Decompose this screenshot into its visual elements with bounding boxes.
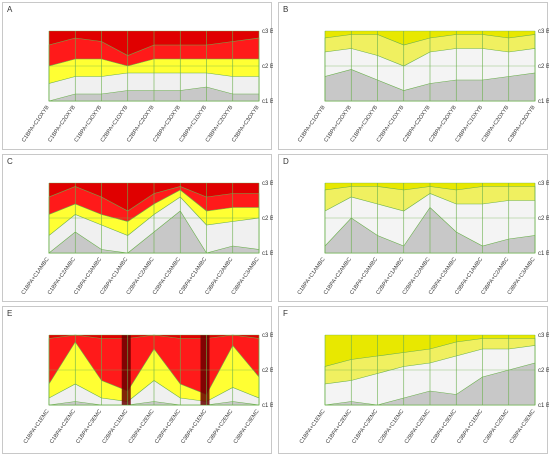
x-tick-label: C2BPA+C3EMC	[154, 409, 182, 445]
x-tick-label: C1BPA+C3AMBC	[73, 257, 103, 296]
x-tick-label: C2BPA+C2AMBC	[402, 257, 432, 296]
x-tick-label: C1BPA+C3OXYB	[349, 104, 379, 143]
x-tick-label: C3BPA+C3EMC	[509, 409, 537, 445]
x-tick-label: C2BPA+C2OXYB	[402, 104, 432, 143]
chart-d: c1 BPF c2 BPF c3 BPF C1BPA+C1AMBCC1BPA+C2AM…	[297, 181, 549, 296]
x-tick-label: C3BPA+C1OXYB	[454, 104, 484, 143]
x-tick-label: C3BPA+C2EMC	[482, 409, 510, 445]
x-tick-label: C1BPA+C2EMC	[49, 409, 77, 445]
y-tick-label: c1 BPF	[538, 99, 549, 105]
y-tick-label: c3 BPS	[262, 181, 273, 187]
x-tick-label: C1BPA+C2OXYB	[47, 104, 77, 143]
x-tick-label: C2BPA+C1EMC	[101, 409, 129, 445]
panel-label: A	[7, 5, 13, 14]
x-tick-label: C2BPA+C3EMC	[430, 409, 458, 445]
panel-d: D c1 BPF c2 BPF c3 BPF C1BPA+C1AMBCC1BPA+C2…	[278, 154, 549, 302]
x-tick-label: C2BPA+C3OXYB	[152, 104, 182, 143]
y-tick-label: c1 BPF	[538, 403, 549, 409]
x-tick-label: C2BPA+C1AMBC	[99, 257, 129, 296]
x-tick-label: C2BPA+C3OXYB	[428, 104, 458, 143]
y-tick-label: c2 BPS	[262, 64, 273, 70]
panel-label: F	[283, 309, 288, 318]
panel-label: E	[7, 309, 13, 318]
y-tick-label: c2 BPF	[538, 368, 549, 374]
x-tick-label: C3BPA+C1OXYB	[178, 104, 208, 143]
x-tick-label: C1BPA+C2AMBC	[47, 257, 77, 296]
x-tick-label: C2BPA+C2AMBC	[126, 257, 156, 296]
x-tick-label: C1BPA+C2OXYB	[323, 104, 353, 143]
x-tick-label: C2BPA+C2EMC	[128, 409, 156, 445]
x-tick-label: C3BPA+C1EMC	[180, 409, 208, 445]
y-tick-label: c3 BPF	[538, 181, 549, 187]
x-tick-label: C3BPA+C3OXYB	[507, 104, 537, 143]
x-tick-label: C1BPA+C2EMC	[325, 409, 353, 445]
x-tick-label: C1BPA+C1EMC	[299, 409, 327, 445]
panel-a: A c1 BPS c2 BPS c3 BPS C1BPA+C1OXYBC1BPA+C2…	[2, 2, 273, 150]
x-tick-label: C3BPA+C3OXYB	[231, 104, 261, 143]
x-tick-label: C3BPA+C2EMC	[206, 409, 234, 445]
x-tick-label: C3BPA+C2OXYB	[205, 104, 235, 143]
panel-f: F c1 BPF c2 BPF c3 BPF C1BPA+C1EMCC1BPA+C2E…	[278, 306, 549, 454]
x-tick-label: C3BPA+C2AMBC	[480, 257, 510, 296]
x-tick-label: C1BPA+C3AMBC	[349, 257, 379, 296]
panel-e: E c1 BPS c2 BPS c3 BPS C1BPA+C1EMCC1BPA+C2E…	[2, 306, 273, 454]
x-tick-label: C2BPA+C3AMBC	[428, 257, 458, 296]
x-tick-label: C1BPA+C1EMC	[23, 409, 51, 445]
x-tick-label: C3BPA+C3EMC	[233, 409, 261, 445]
y-tick-label: c3 BPS	[262, 333, 273, 339]
y-tick-label: c3 BPF	[538, 333, 549, 339]
x-tick-label: C1BPA+C3OXYB	[73, 104, 103, 143]
x-tick-label: C2BPA+C1OXYB	[376, 104, 406, 143]
chart-b: c1 BPF c2 BPF c3 BPF C1BPA+C1OXYBC1BPA+C2OX…	[297, 29, 549, 143]
x-tick-label: C1BPA+C3EMC	[75, 409, 103, 445]
panel-b: B c1 BPF c2 BPF c3 BPF C1BPA+C1OXYBC1BPA+C2…	[278, 2, 549, 150]
chart-f: c1 BPF c2 BPF c3 BPF C1BPA+C1EMCC1BPA+C2EMC…	[299, 333, 549, 445]
x-tick-label: C3BPA+C2OXYB	[481, 104, 511, 143]
x-tick-label: C3BPA+C1AMBC	[454, 257, 484, 296]
x-tick-label: C3BPA+C3AMBC	[231, 257, 261, 296]
y-tick-label: c2 BPS	[262, 368, 273, 374]
x-tick-label: C1BPA+C2AMBC	[323, 257, 353, 296]
x-tick-label: C1BPA+C1OXYB	[297, 104, 327, 143]
x-tick-label: C2BPA+C3AMBC	[152, 257, 182, 296]
panel-c: C c1 BPS c2 BPS c3 BPS C1BPA+C1AMBCC1BPA+C2…	[2, 154, 273, 302]
panel-label: D	[283, 157, 289, 166]
chart-c: c1 BPS c2 BPS c3 BPS C1BPA+C1AMBCC1BPA+C2AM…	[21, 181, 273, 296]
panel-label: C	[7, 157, 13, 166]
x-tick-label: C3BPA+C3AMBC	[507, 257, 537, 296]
y-tick-label: c2 BPS	[262, 216, 273, 222]
x-tick-label: C3BPA+C2AMBC	[204, 257, 234, 296]
y-tick-label: c1 BPS	[262, 403, 273, 409]
x-tick-label: C3BPA+C1AMBC	[178, 257, 208, 296]
y-tick-label: c2 BPF	[538, 216, 549, 222]
x-tick-label: C2BPA+C1OXYB	[100, 104, 130, 143]
x-tick-label: C1BPA+C1OXYB	[21, 104, 51, 143]
chart-e: c1 BPS c2 BPS c3 BPS C1BPA+C1EMCC1BPA+C2EMC…	[23, 333, 273, 445]
y-tick-label: c3 BPS	[262, 29, 273, 35]
panel-label: B	[283, 5, 289, 14]
y-tick-label: c3 BPF	[538, 29, 549, 35]
x-tick-label: C3BPA+C1EMC	[456, 409, 484, 445]
y-tick-label: c1 BPF	[538, 251, 549, 257]
y-tick-label: c1 BPS	[262, 251, 273, 257]
x-tick-label: C1BPA+C1AMBC	[21, 257, 51, 296]
x-tick-label: C2BPA+C2OXYB	[126, 104, 156, 143]
x-tick-label: C1BPA+C3EMC	[351, 409, 379, 445]
y-tick-label: c1 BPS	[262, 99, 273, 105]
x-tick-label: C1BPA+C1AMBC	[297, 257, 327, 296]
x-tick-label: C2BPA+C1EMC	[377, 409, 405, 445]
x-tick-label: C2BPA+C2EMC	[404, 409, 432, 445]
y-tick-label: c2 BPF	[538, 64, 549, 70]
chart-a: c1 BPS c2 BPS c3 BPS C1BPA+C1OXYBC1BPA+C2OX…	[21, 29, 273, 143]
x-tick-label: C2BPA+C1AMBC	[375, 257, 405, 296]
